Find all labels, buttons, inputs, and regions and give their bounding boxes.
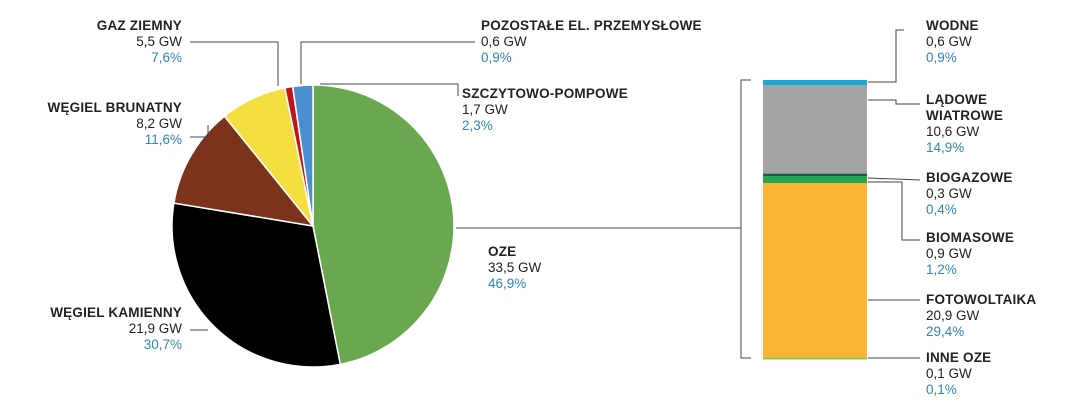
pie-slice-wegiel-kamienny <box>171 202 342 368</box>
leader-pozostale <box>300 41 475 84</box>
leader-wodne <box>868 29 904 83</box>
label-fotowoltaika: FOTOWOLTAIKA 20,9 GW 29,4% <box>926 292 1066 340</box>
leader-ladowe <box>868 99 920 105</box>
label-ladowe-wiatrowe: LĄDOWE WIATROWE 10,6 GW 14,9% <box>926 92 1056 156</box>
leader-biogazowe <box>867 177 921 181</box>
slice-percent: 46,9% <box>488 276 527 291</box>
leader-gaz-ziemny <box>190 41 279 86</box>
segment-name-line1: LĄDOWE <box>926 92 988 107</box>
segment-percent: 14,9% <box>926 140 965 155</box>
segment-name: INNE OZE <box>926 350 992 365</box>
segment-name: FOTOWOLTAIKA <box>926 292 1037 307</box>
slice-name: GAZ ZIEMNY <box>96 18 182 33</box>
label-wegiel-kamienny: WĘGIEL KAMIENNY 21,9 GW 30,7% <box>10 305 182 353</box>
segment-gw: 0,3 GW <box>926 186 972 201</box>
slice-gw: 21,9 GW <box>128 321 182 336</box>
slice-gw: 33,5 GW <box>488 260 542 275</box>
bar-segment-biomasowe <box>763 176 867 184</box>
stacked-bar <box>763 80 867 360</box>
bar-segment-biogazowe <box>763 173 867 177</box>
segment-name-line2: WIATROWE <box>926 108 1004 123</box>
pie-chart <box>171 84 455 368</box>
bar-segment-inne-oze <box>763 357 867 360</box>
slice-percent: 30,7% <box>143 337 182 352</box>
segment-gw: 0,6 GW <box>926 34 972 49</box>
slice-gw: 8,2 GW <box>136 116 182 131</box>
bar-segment-fotowoltaika <box>763 183 867 358</box>
segment-name: WODNE <box>926 18 979 33</box>
leader-szczytowo <box>320 83 459 96</box>
label-szczytowo-pompowe: SZCZYTOWO-POMPOWE 1,7 GW 2,3% <box>462 86 682 134</box>
slice-name: POZOSTAŁE EL. PRZEMYSŁOWE <box>481 18 702 33</box>
slice-name: WĘGIEL BRUNATNY <box>47 100 182 115</box>
leader-wegiel-brunatny <box>190 125 209 138</box>
slice-percent: 0,9% <box>481 50 512 65</box>
slice-gw: 5,5 GW <box>136 34 182 49</box>
label-pozostale: POZOSTAŁE EL. PRZEMYSŁOWE 0,6 GW 0,9% <box>481 18 721 66</box>
segment-percent: 29,4% <box>926 324 965 339</box>
slice-percent: 2,3% <box>462 118 493 133</box>
pie-slice-wegiel-brunatny <box>173 115 315 228</box>
segment-gw: 0,9 GW <box>926 246 972 261</box>
slice-gw: 0,6 GW <box>481 34 527 49</box>
label-gaz-ziemny: GAZ ZIEMNY 5,5 GW 7,6% <box>40 18 182 66</box>
leader-biomasowe <box>868 181 920 241</box>
slice-percent: 7,6% <box>151 50 182 65</box>
label-biomasowe: BIOMASOWE 0,9 GW 1,2% <box>926 230 1056 278</box>
slice-name: WĘGIEL KAMIENNY <box>50 305 182 320</box>
pie-slice-oze <box>312 84 455 366</box>
slice-gw: 1,7 GW <box>462 102 508 117</box>
bar-segment-ladowe-wiatrowe <box>763 85 867 174</box>
pie-slice-szczytowo-pompowe <box>291 84 314 227</box>
label-inne-oze: INNE OZE 0,1 GW 0,1% <box>926 350 1056 398</box>
slice-name: SZCZYTOWO-POMPOWE <box>462 86 628 101</box>
label-oze: OZE 33,5 GW 46,9% <box>488 244 608 292</box>
segment-gw: 10,6 GW <box>926 124 980 139</box>
segment-percent: 1,2% <box>926 262 957 277</box>
segment-gw: 20,9 GW <box>926 308 980 323</box>
segment-percent: 0,1% <box>926 382 957 397</box>
segment-name: BIOMASOWE <box>926 230 1015 245</box>
label-wodne: WODNE 0,6 GW 0,9% <box>926 18 1056 66</box>
slice-name: OZE <box>488 244 517 259</box>
segment-percent: 0,4% <box>926 202 957 217</box>
bar-segment-wodne <box>763 80 867 86</box>
slice-percent: 11,6% <box>144 132 182 147</box>
label-wegiel-brunatny: WĘGIEL BRUNATNY 8,2 GW 11,6% <box>10 100 183 148</box>
segment-percent: 0,9% <box>926 50 957 65</box>
label-biogazowe: BIOGAZOWE 0,3 GW 0,4% <box>926 170 1056 218</box>
leader-lines <box>190 29 921 359</box>
segment-name: BIOGAZOWE <box>926 170 1013 185</box>
bar-bracket <box>740 79 751 359</box>
segment-gw: 0,1 GW <box>926 366 972 381</box>
